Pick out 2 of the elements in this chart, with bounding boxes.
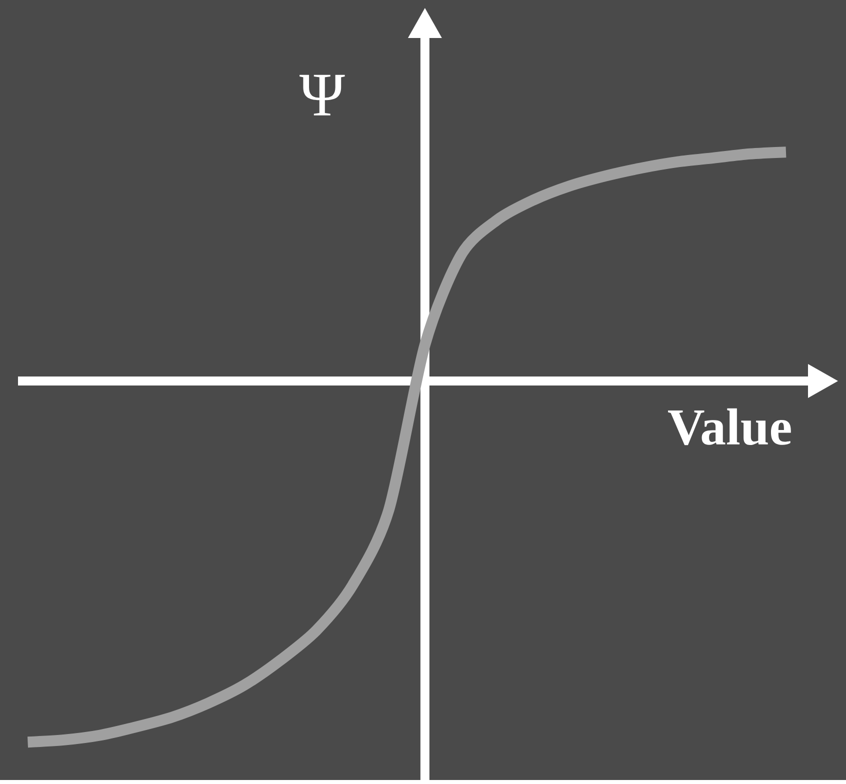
- y-axis-title: Ψ: [300, 74, 345, 116]
- x-axis-title: Value: [668, 408, 791, 445]
